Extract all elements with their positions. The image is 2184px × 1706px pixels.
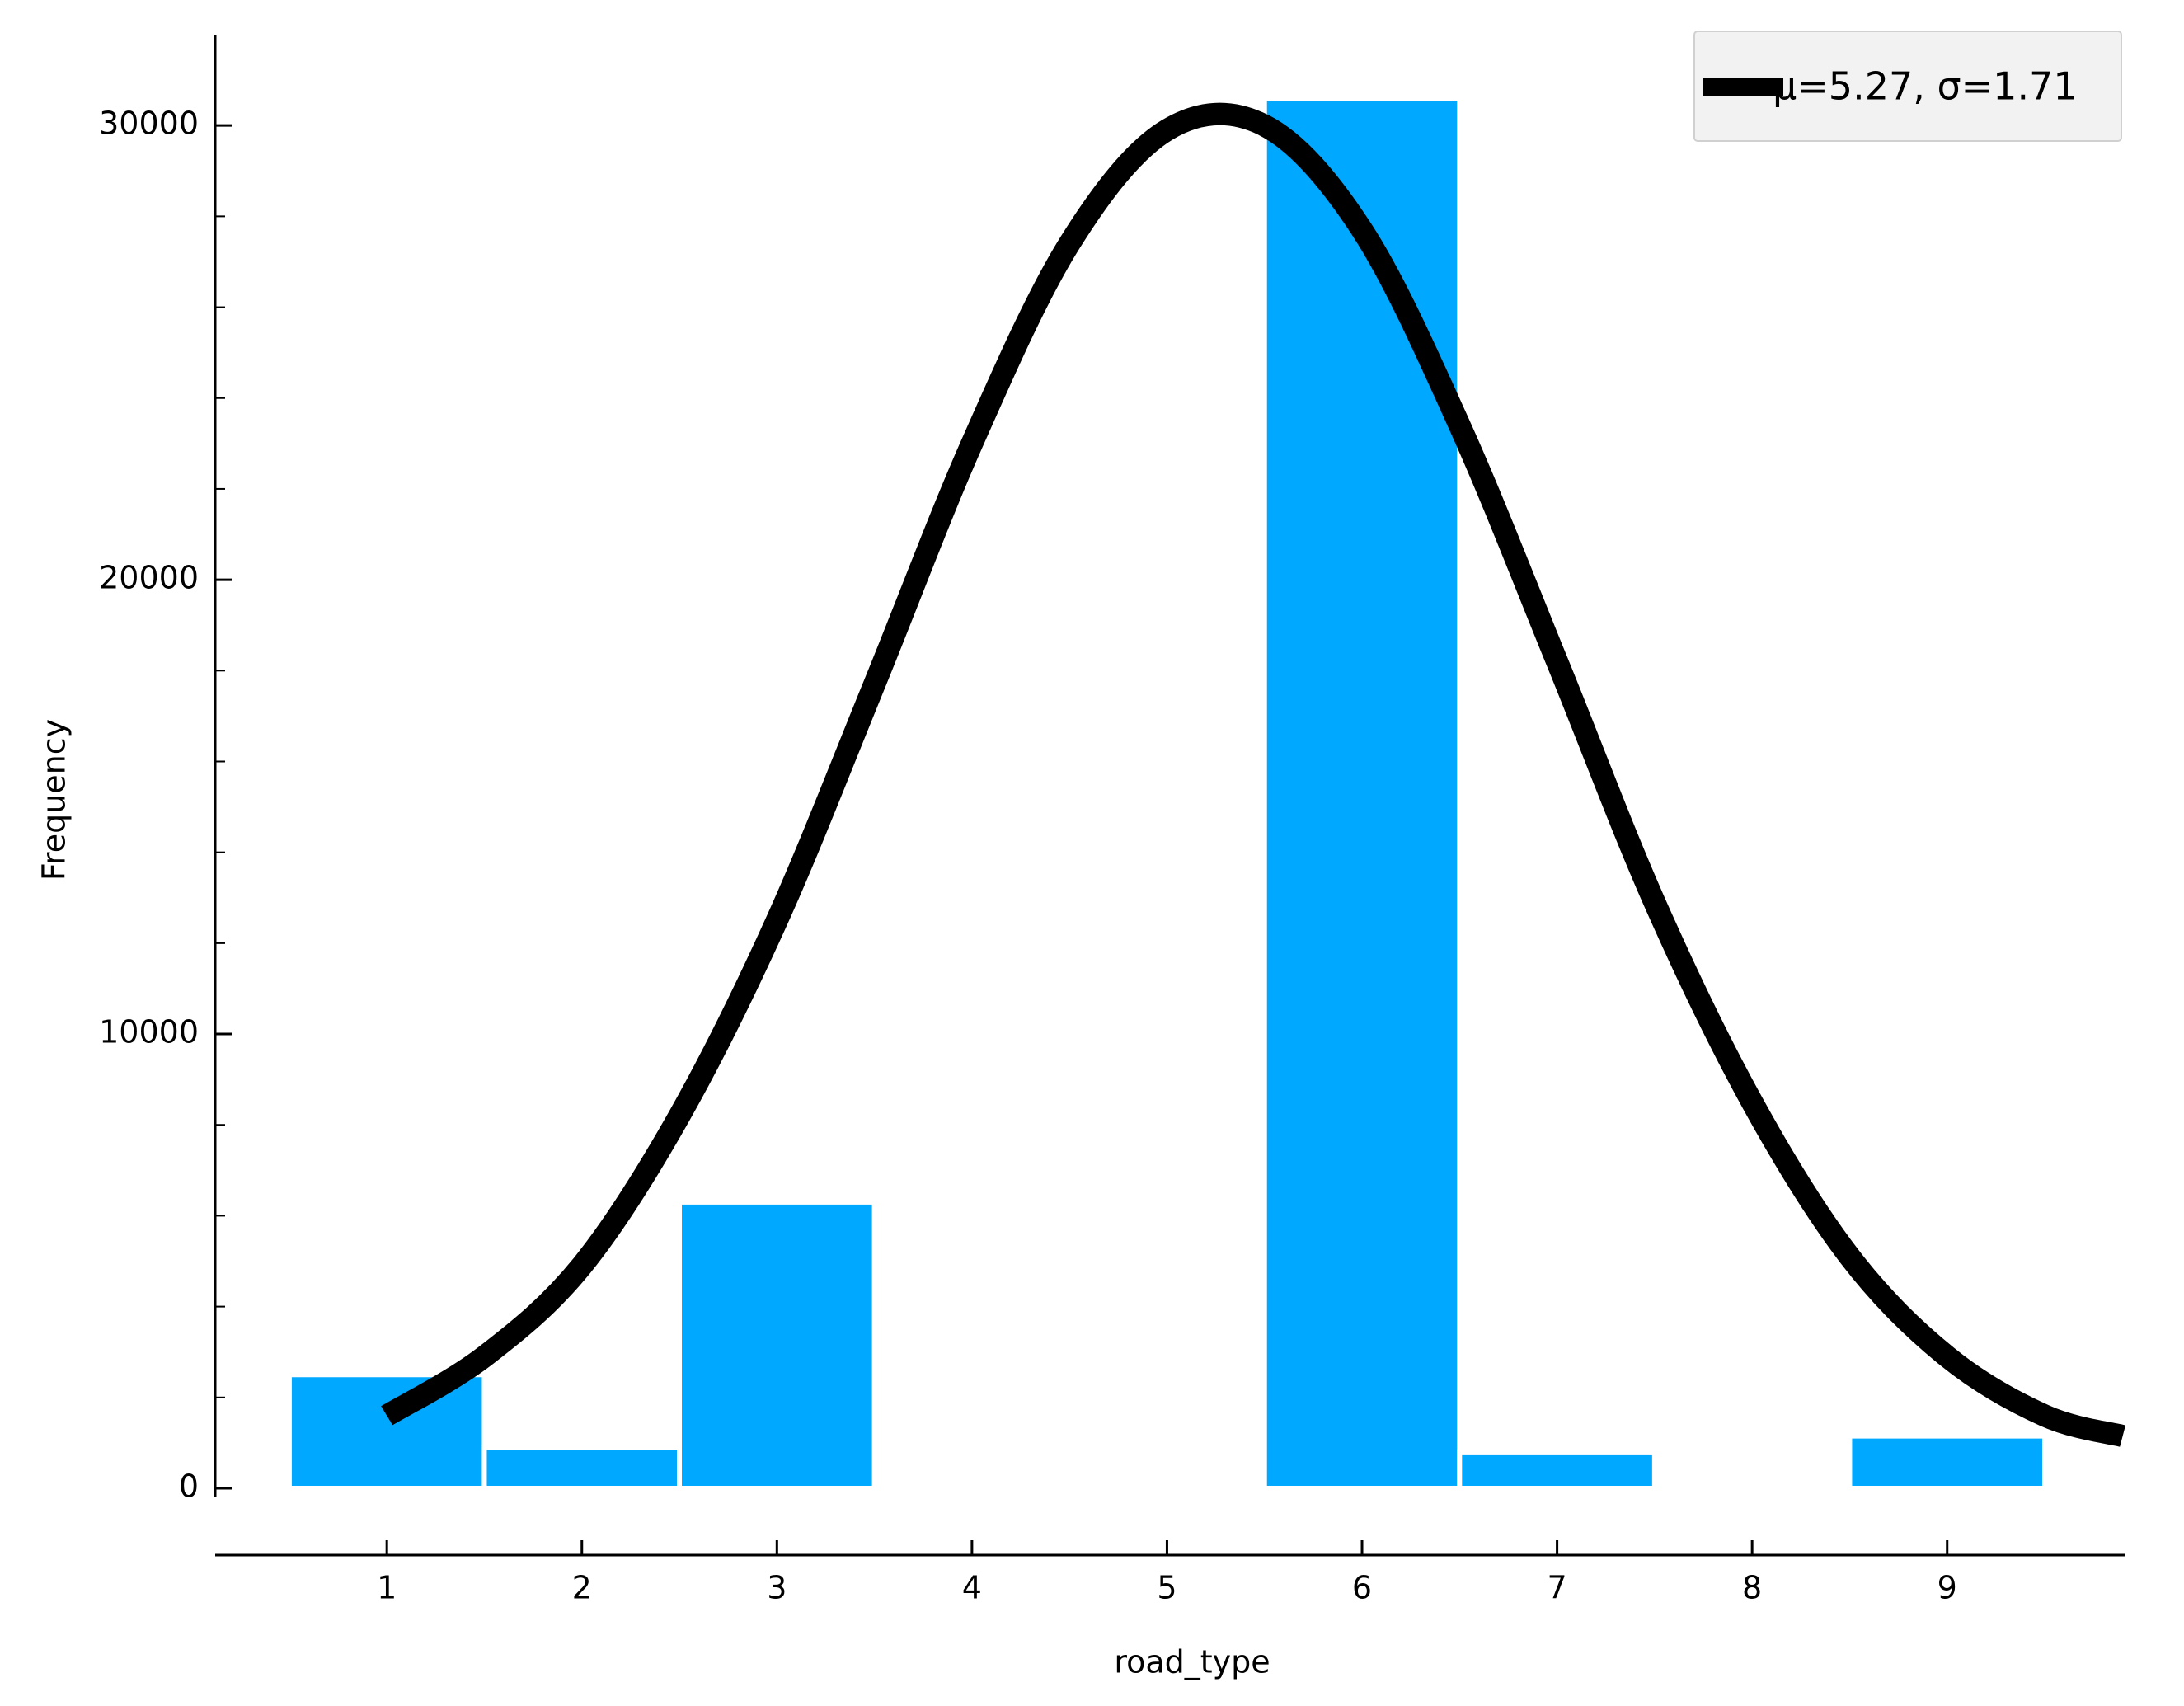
legend-box xyxy=(1693,31,2122,142)
x-tick-label: 6 xyxy=(1352,1570,1372,1606)
x-tick-label: 2 xyxy=(572,1570,592,1606)
bar xyxy=(677,1199,877,1491)
y-tick-label: 20000 xyxy=(99,560,199,596)
y-tick-label: 10000 xyxy=(99,1014,199,1050)
bar xyxy=(1457,1449,1657,1491)
bar xyxy=(481,1445,683,1491)
x-tick-label: 5 xyxy=(1157,1570,1177,1606)
x-axis-label: road_type xyxy=(1114,1644,1270,1680)
x-tick-label: 4 xyxy=(962,1570,982,1606)
bar xyxy=(1261,96,1463,1491)
bar xyxy=(1847,1433,2048,1491)
x-tick-label: 1 xyxy=(377,1570,397,1606)
y-axis-label: Frequency xyxy=(36,719,73,881)
x-tick-label: 9 xyxy=(1937,1570,1957,1606)
legend-text: μ=5.27, σ=1.71 xyxy=(1773,64,2078,109)
x-tick-label: 7 xyxy=(1547,1570,1566,1606)
y-tick-label: 30000 xyxy=(99,106,199,142)
x-tick-label: 8 xyxy=(1742,1570,1762,1606)
fit-curve xyxy=(381,102,2126,1447)
bar xyxy=(286,1372,487,1491)
y-tick-label: 0 xyxy=(179,1468,199,1504)
x-tick-label: 3 xyxy=(767,1570,787,1606)
